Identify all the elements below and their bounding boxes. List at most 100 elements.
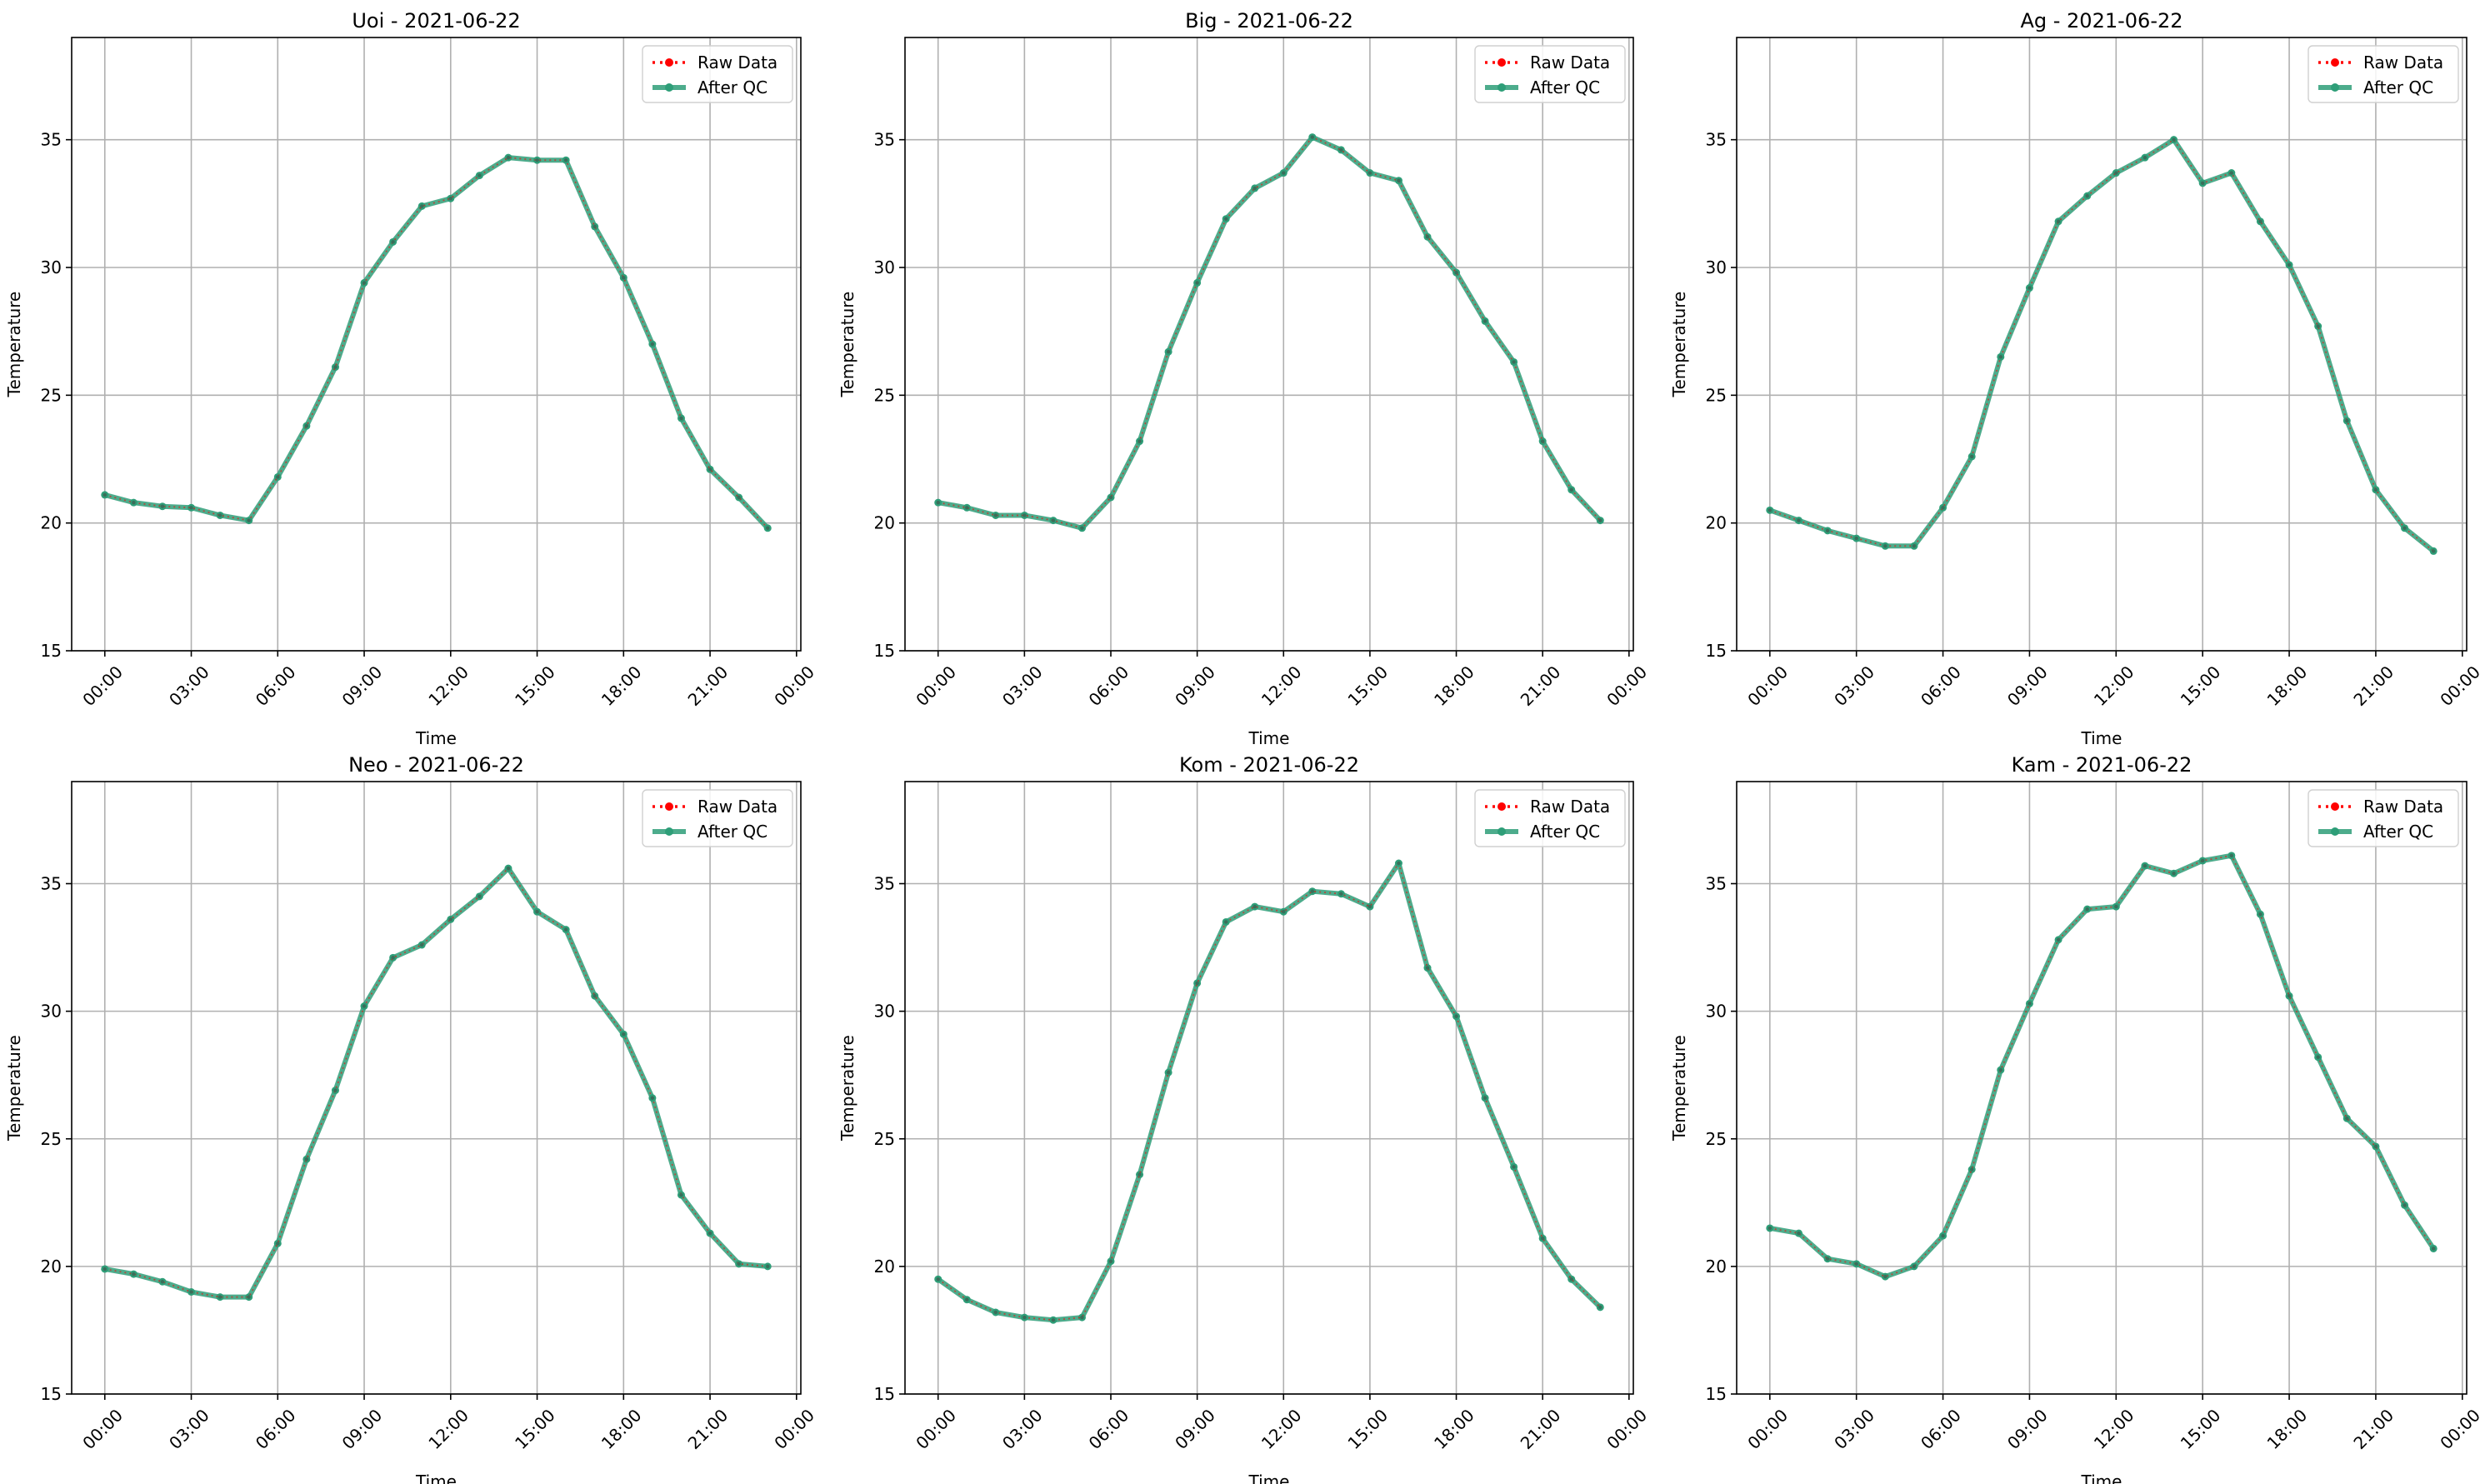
x-tick-label: 15:00	[2177, 1405, 2225, 1453]
data-point-raw-data	[650, 1096, 655, 1100]
y-tick-label: 15	[1706, 641, 1727, 661]
legend-qc-marker	[665, 827, 673, 836]
data-point-raw-data	[650, 342, 655, 347]
data-point-raw-data	[1051, 518, 1056, 522]
x-tick-label: 21:00	[1517, 662, 1565, 710]
data-point-raw-data	[1512, 360, 1516, 364]
data-point-raw-data	[2373, 1144, 2378, 1149]
x-tick-label: 06:00	[252, 662, 300, 710]
data-point-raw-data	[708, 467, 712, 472]
y-tick-label: 25	[41, 385, 62, 405]
chart-title: Neo - 2021-06-22	[348, 753, 524, 777]
x-tick-label: 06:00	[1917, 1405, 1965, 1453]
data-point-raw-data	[766, 1264, 770, 1269]
legend: Raw Data After QC	[2308, 789, 2459, 847]
series-line-after-qc	[938, 134, 1602, 531]
data-point-raw-data	[1339, 147, 1343, 152]
x-axis-label: Time	[1248, 728, 1290, 748]
data-point-raw-data	[1397, 178, 1401, 182]
data-point-raw-data	[1454, 270, 1458, 275]
data-point-raw-data	[1368, 171, 1372, 175]
data-point-raw-data	[1482, 319, 1488, 323]
x-tick-label: 12:00	[2090, 1405, 2138, 1453]
data-point-raw-data	[1195, 981, 1199, 986]
data-point-raw-data	[102, 1267, 107, 1272]
x-axis-label: Time	[415, 728, 457, 748]
x-tick-label: 18:00	[598, 662, 646, 710]
legend-raw-marker	[1498, 802, 1506, 811]
y-tick-label: 20	[1706, 513, 1727, 533]
legend-label-raw-data: Raw Data	[1530, 797, 1610, 817]
series-line-raw-data	[104, 157, 768, 529]
legend: Raw Data After QC	[642, 789, 793, 847]
data-point-raw-data	[1768, 508, 1772, 512]
y-tick-label: 30	[874, 257, 895, 277]
data-point-raw-data	[391, 240, 395, 244]
data-point-raw-data	[218, 513, 222, 517]
data-point-raw-data	[993, 1310, 998, 1315]
data-point-raw-data	[1166, 350, 1171, 354]
y-tick-label: 20	[874, 513, 895, 533]
data-point-raw-data	[304, 1157, 309, 1162]
x-tick-label: 15:00	[2177, 662, 2225, 710]
legend-qc-marker	[665, 83, 673, 92]
y-tick-label: 15	[1706, 1384, 1727, 1404]
data-point-raw-data	[1797, 1231, 1801, 1236]
x-tick-label: 03:00	[1830, 662, 1878, 710]
x-tick-label: 03:00	[165, 662, 213, 710]
y-tick-label: 35	[874, 130, 895, 150]
legend: Raw Data After QC	[2308, 45, 2459, 103]
data-point-raw-data	[2345, 1117, 2349, 1121]
data-point-raw-data	[1883, 544, 1888, 548]
x-tick-label: 21:00	[684, 1405, 732, 1453]
x-tick-label: 21:00	[2349, 662, 2398, 710]
axes-frame	[904, 781, 1634, 1395]
data-point-raw-data	[333, 1088, 338, 1092]
data-point-raw-data	[362, 1004, 367, 1008]
y-tick-label: 25	[1706, 385, 1727, 405]
data-point-raw-data	[160, 504, 165, 508]
data-point-raw-data	[2316, 324, 2320, 328]
data-point-raw-data	[2142, 155, 2148, 160]
y-tick-label: 35	[41, 130, 62, 150]
y-tick-label: 25	[874, 385, 895, 405]
y-tick-label: 25	[874, 1129, 895, 1149]
y-tick-label: 15	[874, 641, 895, 661]
data-point-raw-data	[1252, 904, 1257, 909]
x-tick-label: 00:00	[1743, 1405, 1792, 1453]
x-tick-label: 00:00	[1743, 662, 1792, 710]
data-point-raw-data	[478, 894, 482, 899]
data-point-raw-data	[1854, 1262, 1858, 1267]
x-tick-label: 12:00	[2090, 662, 2138, 710]
y-axis-label: Temperature	[4, 1035, 24, 1142]
data-point-raw-data	[535, 158, 539, 162]
data-point-raw-data	[362, 281, 367, 285]
subplot-4: 15 20 25 30 35 00:00 03:00 06:00 09:00 12:00 15:00…	[838, 753, 1651, 1484]
x-tick-label: 12:00	[424, 662, 472, 710]
data-point-raw-data	[1797, 518, 1801, 522]
data-point-raw-data	[563, 158, 568, 162]
data-point-raw-data	[679, 416, 683, 421]
data-point-raw-data	[737, 1262, 741, 1267]
x-tick-label: 03:00	[1830, 1405, 1878, 1453]
x-tick-label: 15:00	[1343, 1405, 1392, 1453]
y-tick-label: 30	[41, 1002, 62, 1022]
data-point-raw-data	[2229, 171, 2234, 175]
x-tick-label: 06:00	[1085, 1405, 1133, 1453]
data-point-raw-data	[247, 518, 251, 522]
legend-raw-marker	[665, 802, 673, 811]
data-point-raw-data	[1540, 1236, 1545, 1241]
data-point-raw-data	[2287, 994, 2292, 998]
series-line-after-qc	[104, 155, 770, 530]
data-point-raw-data	[1223, 217, 1228, 221]
x-axis-label: Time	[415, 1472, 457, 1484]
y-axis-label: Temperature	[4, 292, 24, 398]
data-point-raw-data	[333, 365, 338, 369]
data-point-raw-data	[1138, 1172, 1142, 1177]
x-tick-label: 09:00	[2003, 662, 2052, 710]
y-tick-label: 30	[1706, 257, 1727, 277]
data-point-raw-data	[2258, 912, 2262, 917]
data-point-raw-data	[1998, 355, 2003, 359]
x-tick-label: 03:00	[998, 1405, 1047, 1453]
data-point-raw-data	[2142, 863, 2148, 868]
